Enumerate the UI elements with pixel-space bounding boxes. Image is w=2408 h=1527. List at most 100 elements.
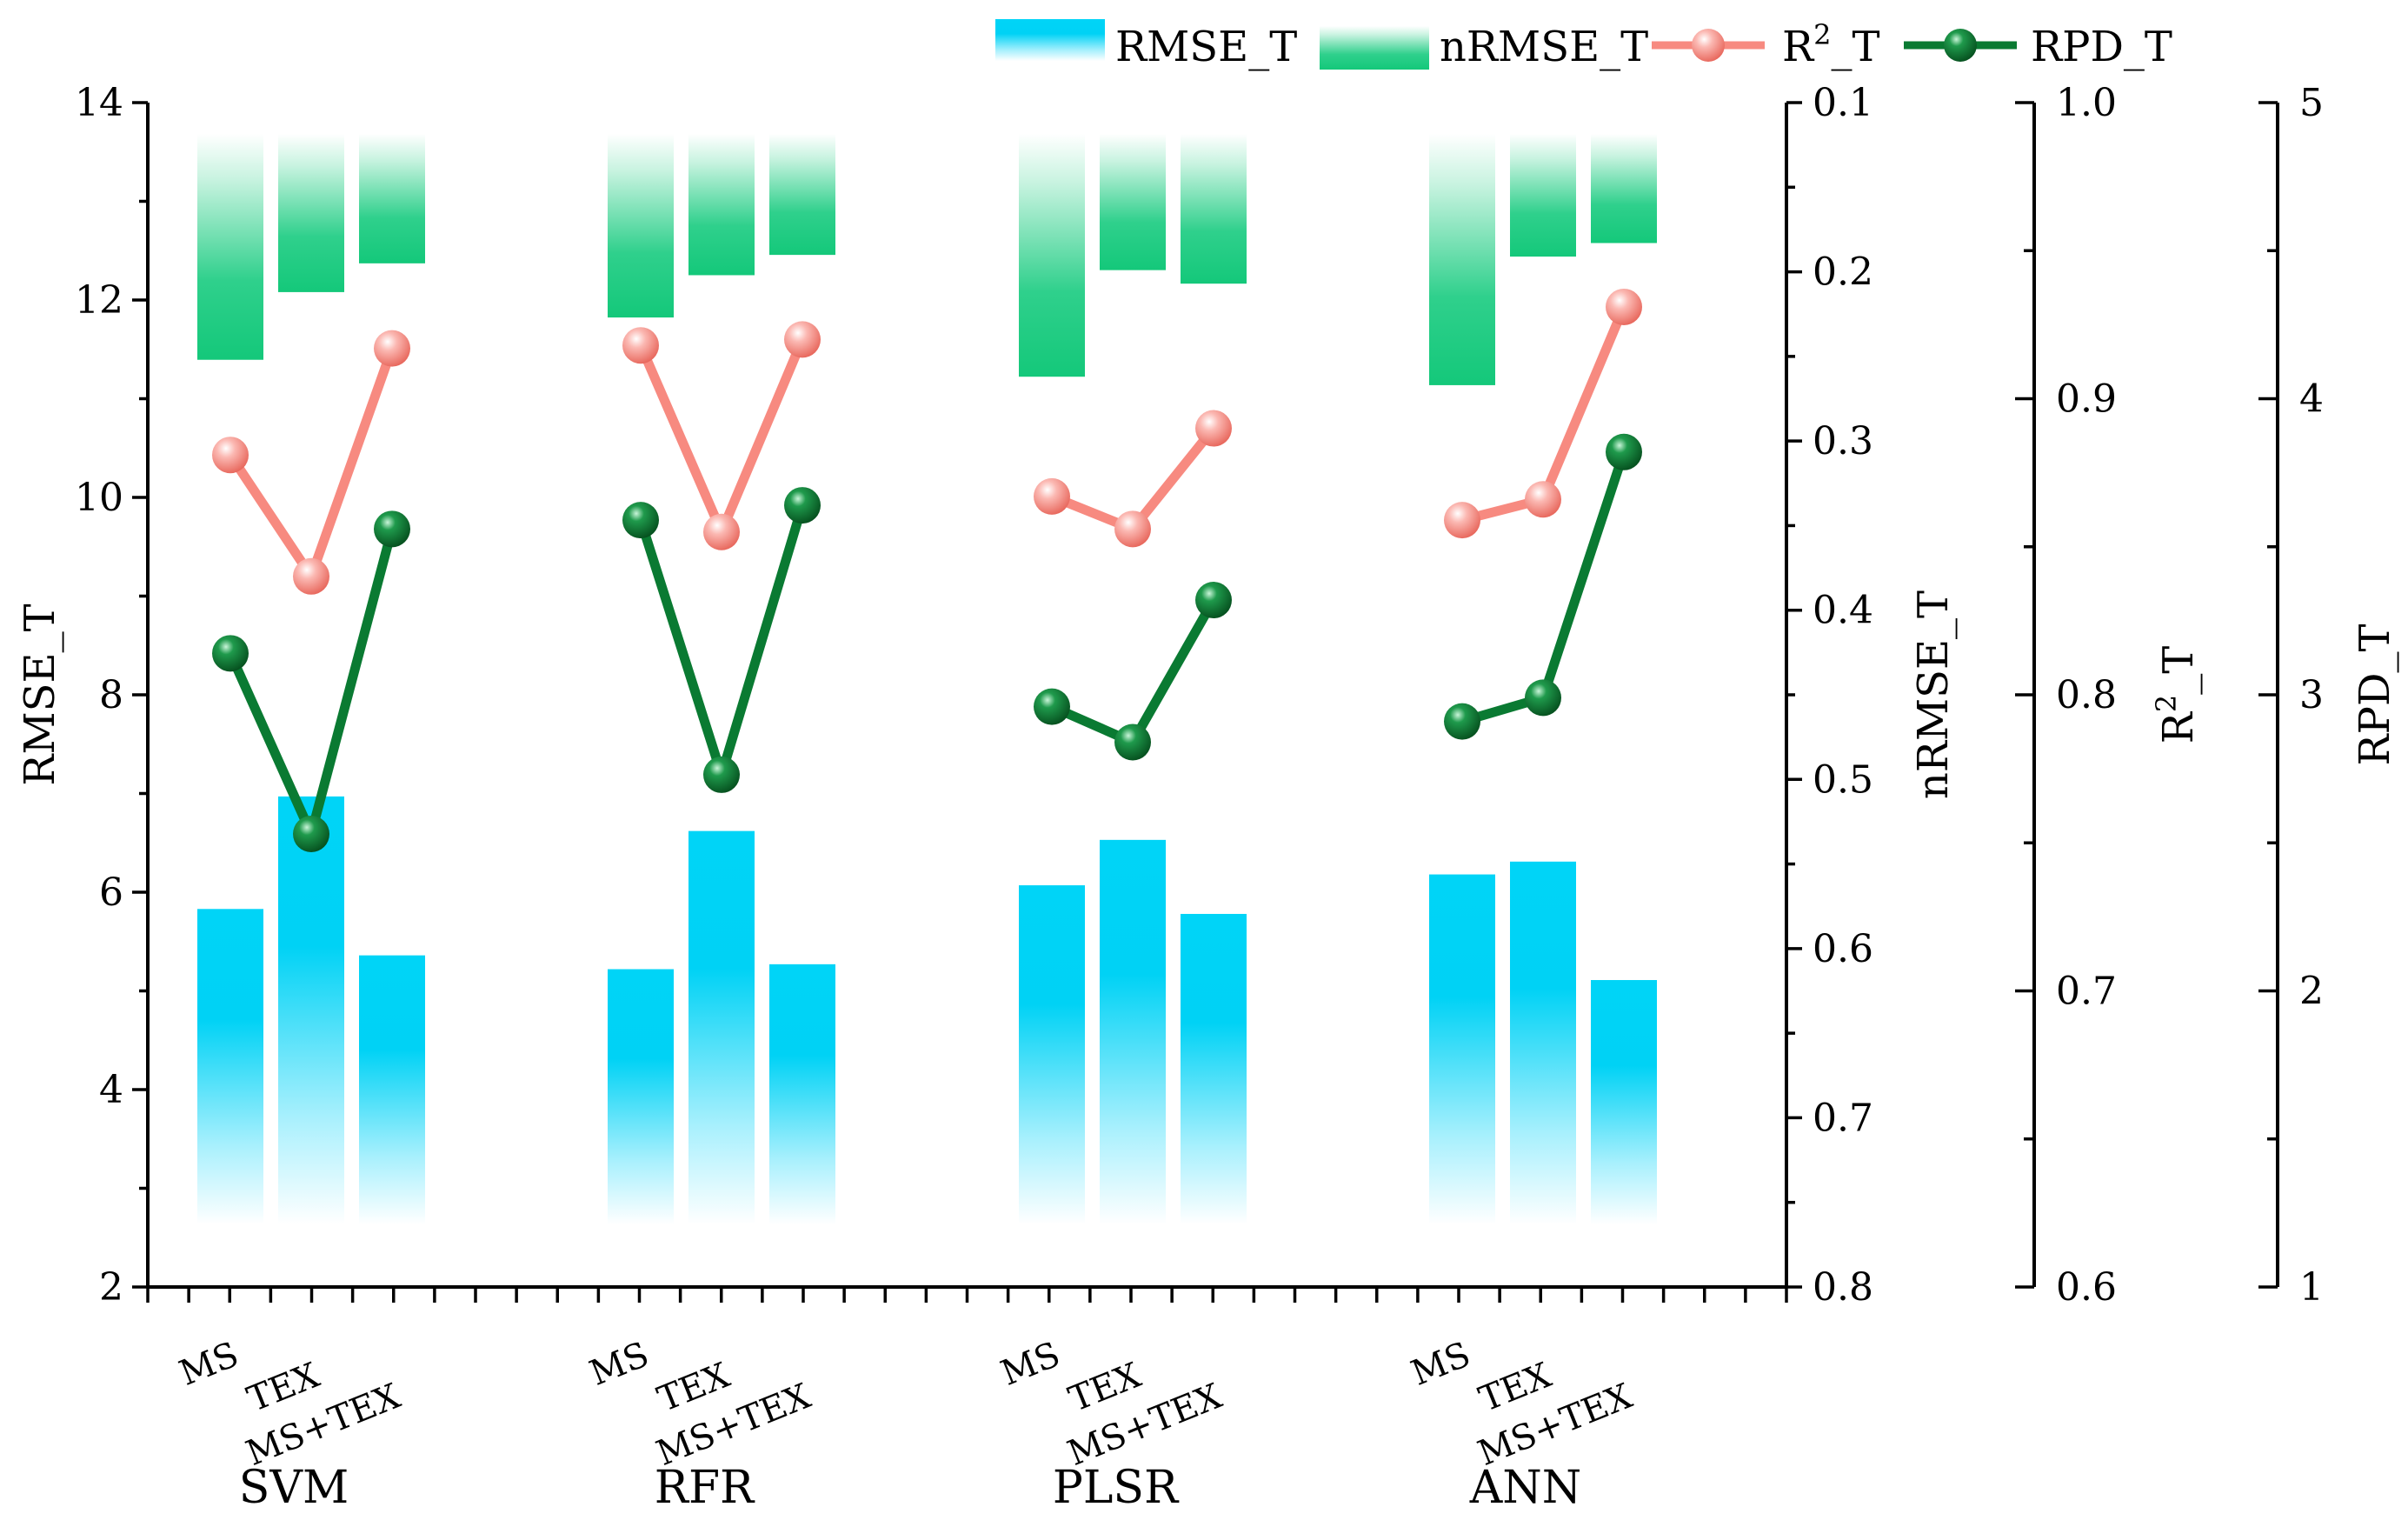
- model-label: MS: [1406, 1335, 1476, 1394]
- r2-point: [1444, 502, 1480, 539]
- rpd-point: [703, 756, 740, 793]
- r2-point: [1195, 410, 1232, 447]
- model-label: MS: [174, 1335, 244, 1394]
- rmse-bar: [769, 964, 835, 1224]
- rmse-tick-label: 8: [99, 673, 123, 717]
- r2-tick-label: 0.6: [2056, 1265, 2117, 1310]
- model-label: MS: [995, 1335, 1066, 1394]
- legend-rmse-swatch: [995, 19, 1105, 61]
- rpd-point: [1114, 723, 1151, 761]
- r2-point: [1034, 477, 1070, 515]
- rmse-tick-label: 10: [75, 476, 123, 520]
- lines: [212, 288, 1642, 853]
- rmse-tick-label: 2: [99, 1265, 123, 1310]
- r2-point: [212, 437, 249, 474]
- group-label: ANN: [1469, 1462, 1582, 1514]
- legend-rpd-label: RPD_T: [2031, 23, 2172, 71]
- rpd-axis-title: RPD_T: [2351, 624, 2399, 766]
- rmse-bar: [608, 969, 674, 1224]
- legend-r2-label: R2_T: [1782, 18, 1880, 71]
- nrmse-bar: [1510, 134, 1576, 257]
- legend-rmse-label: RMSE_T: [1115, 23, 1297, 71]
- rmse-bar: [278, 796, 344, 1224]
- nrmse-bar: [1181, 134, 1247, 284]
- r2-tick-label: 1.0: [2056, 81, 2117, 125]
- legend: RMSE_T nRMSE_T R2_T RPD_T: [995, 18, 2172, 71]
- r2-axis-title: R2_T: [2150, 646, 2203, 744]
- bars: [197, 134, 1657, 1224]
- r2-point: [293, 557, 329, 595]
- rpd-point: [374, 510, 410, 548]
- legend-nrmse-swatch: [1320, 26, 1429, 70]
- nrmse-bar: [688, 134, 755, 276]
- nrmse-tick-label: 0.4: [1813, 589, 1873, 633]
- rpd-point: [1525, 679, 1561, 717]
- rmse-tick-label: 12: [75, 278, 123, 323]
- nrmse-axis-title: nRMSE_T: [1909, 590, 1958, 799]
- rmse-bar: [197, 909, 263, 1224]
- rpd-point: [1606, 433, 1642, 470]
- model-label: MS: [584, 1335, 655, 1394]
- nrmse-bar: [1100, 134, 1166, 270]
- r2-point: [784, 321, 821, 358]
- x-labels: MSTEXMS+TEXSVMMSTEXMS+TEXRFRMSTEXMS+TEXP…: [174, 1335, 1638, 1514]
- nrmse-bar: [769, 134, 835, 256]
- nrmse-bar: [1429, 134, 1495, 385]
- rpd-tick-label: 1: [2299, 1265, 2324, 1310]
- nrmse-tick-label: 0.5: [1813, 757, 1873, 802]
- rpd-point: [1444, 703, 1480, 740]
- rpd-point: [1195, 582, 1232, 619]
- rpd-point: [784, 487, 821, 524]
- rmse-bar: [359, 955, 425, 1224]
- legend-nrmse-label: nRMSE_T: [1440, 23, 1648, 71]
- rmse-tick-label: 4: [99, 1068, 123, 1112]
- nrmse-bar: [197, 134, 263, 360]
- r2-line: [635, 337, 808, 537]
- rmse-tick-label: 6: [99, 870, 123, 915]
- r2-point: [1114, 510, 1151, 548]
- r2-point: [1606, 288, 1642, 325]
- rmse-bar: [1429, 874, 1495, 1224]
- rpd-point: [212, 635, 249, 672]
- rpd-line: [1049, 597, 1218, 747]
- r2-line: [226, 346, 397, 582]
- nrmse-tick-label: 0.8: [1813, 1265, 1873, 1310]
- nrmse-bar: [608, 134, 674, 318]
- nrmse-tick-label: 0.1: [1813, 81, 1873, 125]
- rmse-bar: [1019, 885, 1085, 1224]
- nrmse-bar: [359, 134, 425, 263]
- rmse-axis-title: RMSE_T: [16, 603, 64, 785]
- r2-point: [374, 330, 410, 367]
- rmse-bar: [688, 830, 755, 1224]
- rpd-tick-label: 3: [2299, 673, 2324, 717]
- nrmse-bar: [1019, 134, 1085, 377]
- rmse-bar: [1510, 861, 1576, 1224]
- nrmse-tick-label: 0.6: [1813, 927, 1873, 971]
- rpd-point: [293, 816, 329, 853]
- r2-tick-label: 0.9: [2056, 377, 2117, 422]
- rpd-point: [1034, 688, 1070, 725]
- r2-point: [1525, 481, 1561, 518]
- nrmse-tick-label: 0.3: [1813, 419, 1873, 463]
- nrmse-tick-label: 0.2: [1813, 250, 1873, 295]
- legend-rpd-marker: [1944, 29, 1977, 62]
- rpd-tick-label: 2: [2299, 970, 2324, 1014]
- nrmse-bar: [278, 134, 344, 292]
- legend-r2-marker: [1692, 29, 1725, 62]
- rmse-tick-label: 14: [75, 81, 123, 125]
- rmse-bar: [1100, 839, 1166, 1224]
- nrmse-tick-label: 0.7: [1813, 1096, 1873, 1140]
- nrmse-bar: [1591, 134, 1657, 243]
- rmse-bar: [1591, 980, 1657, 1224]
- r2-point: [703, 513, 740, 550]
- group-label: RFR: [655, 1462, 755, 1514]
- rpd-tick-label: 4: [2299, 377, 2324, 422]
- rpd-tick-label: 5: [2299, 81, 2324, 125]
- group-label: PLSR: [1053, 1462, 1180, 1514]
- rpd-point: [622, 502, 659, 539]
- rmse-bar: [1181, 913, 1247, 1224]
- group-label: SVM: [239, 1462, 349, 1514]
- r2-tick-label: 0.8: [2056, 673, 2117, 717]
